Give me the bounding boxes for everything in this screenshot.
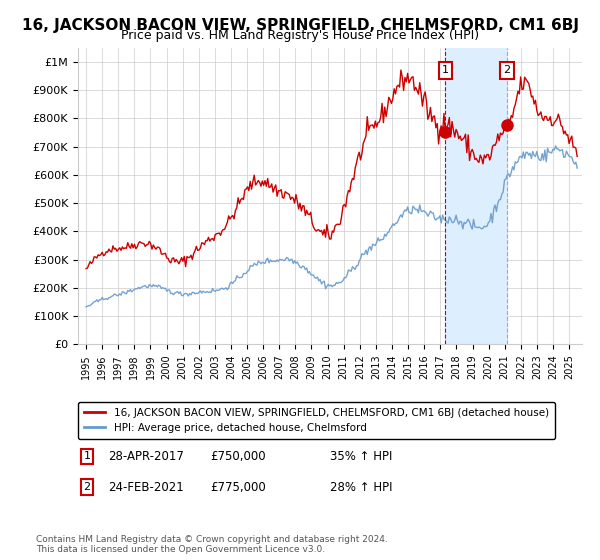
Bar — [445, 48, 507, 344]
Text: 1: 1 — [83, 451, 91, 461]
Legend: 16, JACKSON BACON VIEW, SPRINGFIELD, CHELMSFORD, CM1 6BJ (detached house), HPI: : 16, JACKSON BACON VIEW, SPRINGFIELD, CHE… — [78, 402, 555, 439]
Text: 28% ↑ HPI: 28% ↑ HPI — [330, 480, 392, 494]
Text: £775,000: £775,000 — [210, 480, 266, 494]
Text: Contains HM Land Registry data © Crown copyright and database right 2024.
This d: Contains HM Land Registry data © Crown c… — [36, 535, 388, 554]
Text: 1: 1 — [442, 65, 449, 75]
Text: 35% ↑ HPI: 35% ↑ HPI — [330, 450, 392, 463]
Text: 28-APR-2017: 28-APR-2017 — [108, 450, 184, 463]
Text: £750,000: £750,000 — [210, 450, 266, 463]
Text: 2: 2 — [503, 65, 511, 75]
Text: 24-FEB-2021: 24-FEB-2021 — [108, 480, 184, 494]
Text: Price paid vs. HM Land Registry's House Price Index (HPI): Price paid vs. HM Land Registry's House … — [121, 29, 479, 42]
Text: 16, JACKSON BACON VIEW, SPRINGFIELD, CHELMSFORD, CM1 6BJ: 16, JACKSON BACON VIEW, SPRINGFIELD, CHE… — [22, 18, 578, 33]
Text: 2: 2 — [83, 482, 91, 492]
